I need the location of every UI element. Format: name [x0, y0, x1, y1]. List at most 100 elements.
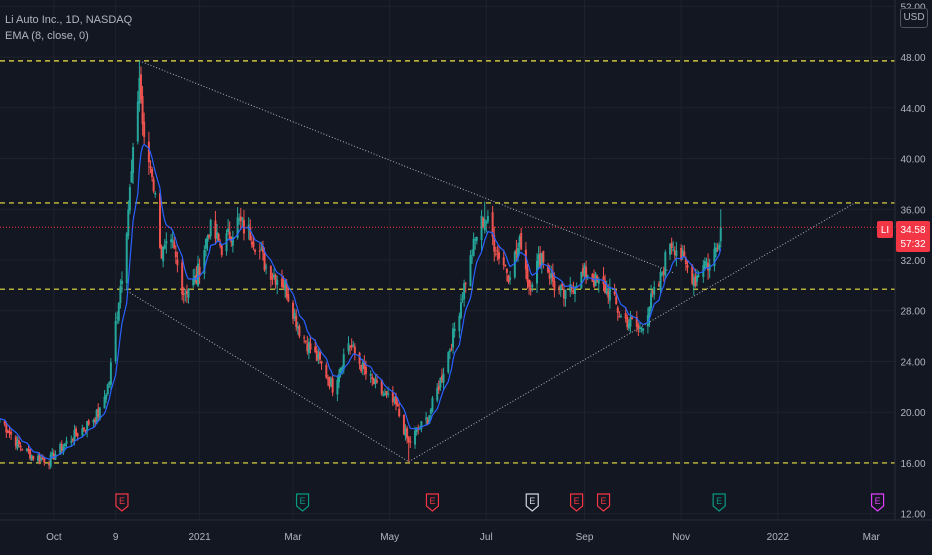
- earnings-marker[interactable]: E: [525, 493, 539, 512]
- candle-body: [404, 428, 407, 437]
- candle-body: [528, 279, 531, 288]
- ticker-label: LI: [881, 225, 889, 236]
- candle-body: [336, 379, 339, 395]
- candle-body: [383, 393, 386, 396]
- time-tick-label: 2021: [188, 532, 211, 543]
- earnings-marker[interactable]: E: [870, 493, 885, 512]
- candle-body: [583, 265, 586, 277]
- candle-body: [16, 439, 19, 449]
- earnings-label: E: [429, 496, 435, 506]
- earnings-marker[interactable]: E: [712, 493, 726, 512]
- time-axis[interactable]: Oct 9 2021 Mar May Jul Sep Nov 2022 Mar: [0, 519, 932, 543]
- candle-body: [349, 346, 352, 348]
- candle-body: [653, 287, 656, 295]
- earnings-flag-icon: [525, 493, 539, 512]
- indicator-title[interactable]: EMA (8, close, 0): [5, 30, 89, 42]
- trendlines[interactable]: [121, 60, 858, 463]
- candle-body: [204, 239, 207, 249]
- candle-body: [326, 378, 329, 380]
- candle-body: [382, 394, 385, 397]
- candle-body: [249, 227, 252, 241]
- symbol-title[interactable]: Li Auto Inc., 1D, NASDAQ: [5, 14, 133, 26]
- candle-body: [325, 364, 328, 378]
- time-tick-label: Jul: [480, 532, 493, 543]
- candle-body: [586, 275, 589, 277]
- earnings-marker[interactable]: E: [295, 493, 310, 512]
- candle-body: [160, 246, 163, 259]
- candle-body: [670, 242, 673, 248]
- candle-body: [562, 289, 565, 299]
- time-tick-label: Nov: [672, 532, 690, 543]
- trendline: [121, 287, 409, 463]
- candle-body: [371, 376, 374, 380]
- candle-body: [59, 443, 62, 455]
- earnings-flag-icon: [870, 493, 885, 512]
- candle-body: [171, 239, 174, 243]
- candle-body: [458, 315, 461, 332]
- earnings-marker[interactable]: E: [596, 493, 611, 512]
- candle-body: [109, 362, 112, 385]
- candle-body: [673, 250, 676, 256]
- candle-body: [84, 430, 87, 432]
- candle-body: [170, 239, 173, 243]
- candle-body: [694, 276, 697, 286]
- time-tick-label: 9: [113, 532, 119, 543]
- candle-body: [43, 457, 46, 463]
- candle-body: [640, 327, 643, 329]
- candle-body: [258, 250, 261, 252]
- earnings-label: E: [574, 496, 580, 506]
- candle-body: [41, 456, 44, 460]
- candle-body: [209, 219, 212, 237]
- candle-body: [463, 283, 466, 299]
- candle-body: [287, 293, 290, 302]
- candle-body: [426, 419, 429, 425]
- currency-button[interactable]: USD: [900, 8, 928, 28]
- earnings-marker[interactable]: E: [115, 493, 129, 512]
- candle-body: [86, 421, 89, 432]
- candle-body: [117, 303, 120, 321]
- candle-body: [350, 344, 353, 348]
- candle-body: [280, 278, 283, 288]
- candle-body: [250, 241, 253, 245]
- candle-body: [162, 247, 165, 262]
- candle-body: [73, 430, 76, 442]
- candle-body: [119, 286, 122, 304]
- price-tick-label: 24.00: [900, 357, 925, 368]
- candle-body: [154, 193, 157, 195]
- candle-body: [364, 366, 367, 375]
- candle-body: [19, 445, 22, 448]
- candle-body: [496, 250, 499, 252]
- candle-body: [471, 257, 474, 259]
- candle-body: [631, 317, 634, 320]
- candle-body: [376, 380, 379, 383]
- candle-body: [396, 403, 399, 407]
- earnings-marker[interactable]: E: [425, 493, 440, 512]
- candle-body: [559, 285, 562, 291]
- candle-body: [92, 420, 95, 423]
- earnings-marker[interactable]: E: [570, 493, 584, 512]
- candle-body: [347, 343, 350, 352]
- candle-body: [274, 274, 277, 285]
- candle-body: [680, 247, 683, 260]
- candle-body: [662, 270, 665, 275]
- candle-body: [120, 280, 123, 285]
- price-tick-label: 28.00: [900, 307, 925, 318]
- price-badge: [896, 221, 930, 252]
- candle-body: [440, 375, 443, 380]
- candle-body: [542, 250, 545, 263]
- ticker-badge: [877, 221, 893, 238]
- price-axis[interactable]: 52.00 48.00 44.00 40.00 36.00 32.00 28.00 24.00…: [894, 0, 926, 521]
- candle-body: [442, 373, 445, 383]
- candle-body: [8, 431, 11, 434]
- candle-body: [273, 274, 276, 278]
- ema-series: [0, 143, 722, 460]
- horizontal-levels[interactable]: [0, 60, 895, 464]
- candle-body: [659, 271, 662, 290]
- candle-body: [691, 265, 694, 284]
- candle-body: [450, 348, 453, 350]
- candle-body: [692, 277, 695, 287]
- candle-body: [461, 299, 464, 301]
